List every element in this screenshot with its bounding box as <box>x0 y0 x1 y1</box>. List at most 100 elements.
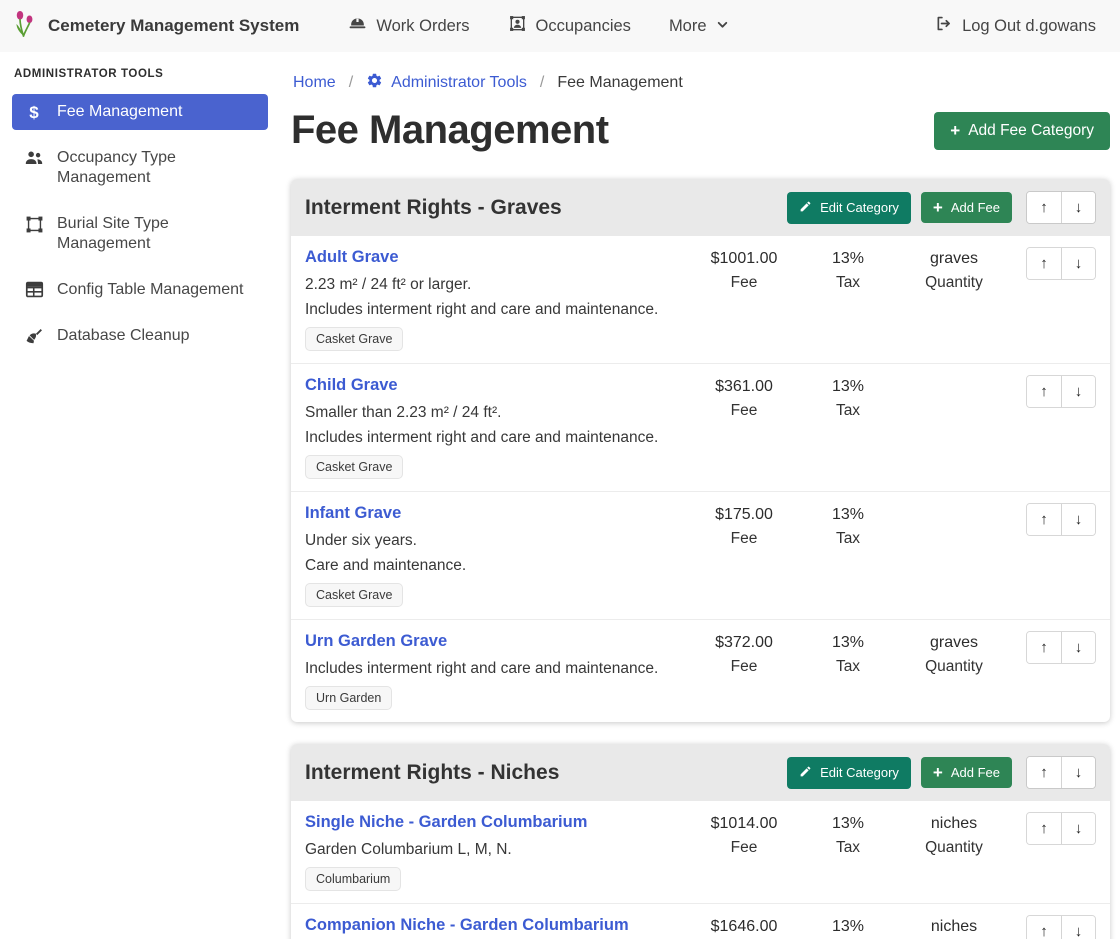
move-category-up-button[interactable]: ↑ <box>1027 192 1061 223</box>
fee-reorder-group: ↑ ↓ <box>1026 812 1096 845</box>
move-fee-up-button[interactable]: ↑ <box>1027 248 1061 279</box>
nav-occupancies-label: Occupancies <box>535 16 631 35</box>
breadcrumb-admin-tools-link[interactable]: Administrator Tools <box>366 72 527 94</box>
fee-description: 2.23 m² / 24 ft² or larger. <box>305 276 472 293</box>
category-title: Interment Rights - Niches <box>305 760 560 784</box>
fee-row-single-niche: Single Niche - Garden Columbarium Garden… <box>291 801 1110 903</box>
sidebar-item-label: Database Cleanup <box>57 327 190 344</box>
move-fee-up-button[interactable]: ↑ <box>1027 376 1061 407</box>
fee-reorder-group: ↑ ↓ <box>1026 375 1096 408</box>
move-fee-down-button[interactable]: ↓ <box>1061 248 1095 279</box>
fee-name-link[interactable]: Single Niche - Garden Columbarium <box>305 813 588 831</box>
page-title: Fee Management <box>291 108 609 152</box>
move-fee-up-button[interactable]: ↑ <box>1027 504 1061 535</box>
add-fee-category-button[interactable]: + Add Fee Category <box>934 111 1110 150</box>
gear-icon <box>366 72 383 94</box>
category-header: Interment Rights - Graves Edit Category … <box>291 179 1110 236</box>
dollar-icon: $ <box>29 103 39 122</box>
move-category-up-button[interactable]: ↑ <box>1027 757 1061 788</box>
brand: Cemetery Management System <box>12 9 299 43</box>
table-icon <box>24 281 44 298</box>
logout-icon <box>934 14 953 38</box>
category-reorder-group: ↑ ↓ <box>1026 191 1096 224</box>
fee-reorder-group: ↑ ↓ <box>1026 503 1096 536</box>
fee-tax: 13% Tax <box>831 815 865 856</box>
fee-quantity-empty <box>898 503 1010 504</box>
app-logo-tulips-icon <box>12 9 38 43</box>
fee-reorder-group: ↑ ↓ <box>1026 631 1096 664</box>
fee-quantity: graves Quantity <box>925 634 983 675</box>
fee-reorder-group: ↑ ↓ <box>1026 915 1096 939</box>
category-reorder-group: ↑ ↓ <box>1026 756 1096 789</box>
users-icon <box>24 149 44 167</box>
fee-row-urn-garden-grave: Urn Garden Grave Includes interment righ… <box>291 619 1110 722</box>
move-category-down-button[interactable]: ↓ <box>1061 192 1095 223</box>
logout-link[interactable]: Log Out d.gowans <box>934 14 1096 38</box>
nav-more[interactable]: More <box>669 17 729 36</box>
sidebar-item-fee-management[interactable]: $ Fee Management <box>12 94 268 130</box>
plus-icon: + <box>932 763 943 782</box>
nav-work-orders[interactable]: Work Orders <box>348 14 470 38</box>
sidebar: ADMINISTRATOR TOOLS $ Fee Management Occ… <box>0 52 280 364</box>
nav-work-orders-label: Work Orders <box>376 16 470 35</box>
burial-type-badge: Casket Grave <box>305 455 404 479</box>
fee-quantity: niches Quantity <box>930 918 978 935</box>
move-fee-down-button[interactable]: ↓ <box>1061 916 1095 939</box>
fee-name-link[interactable]: Infant Grave <box>305 504 402 522</box>
fee-reorder-group: ↑ ↓ <box>1026 247 1096 280</box>
chevron-down-icon <box>716 17 729 36</box>
sidebar-item-database-cleanup[interactable]: Database Cleanup <box>12 318 268 354</box>
move-fee-down-button[interactable]: ↓ <box>1061 632 1095 663</box>
move-fee-down-button[interactable]: ↓ <box>1061 376 1095 407</box>
fee-name-link[interactable]: Child Grave <box>305 376 398 394</box>
plus-icon: + <box>932 198 943 217</box>
sidebar-item-config-table-management[interactable]: Config Table Management <box>12 272 268 308</box>
edit-category-button[interactable]: Edit Category <box>787 191 911 224</box>
fee-quantity: graves Quantity <box>925 250 983 291</box>
category-card-niches: Interment Rights - Niches Edit Category … <box>291 744 1110 939</box>
fee-amount: $1014.00 Fee <box>710 815 778 856</box>
fee-tax: 13% Tax <box>831 918 865 935</box>
sidebar-item-burial-site-type-management[interactable]: Burial Site Type Management <box>12 206 268 262</box>
breadcrumb-current: Fee Management <box>557 74 683 91</box>
fee-quantity-empty <box>898 375 1010 376</box>
fee-description: Care and maintenance. <box>305 557 467 574</box>
logout-label: Log Out d.gowans <box>962 16 1096 35</box>
move-category-down-button[interactable]: ↓ <box>1061 757 1095 788</box>
nav-occupancies[interactable]: Occupancies <box>508 14 631 38</box>
sidebar-item-label: Occupancy Type Management <box>57 149 176 186</box>
vector-square-icon <box>24 215 44 234</box>
fee-row-adult-grave: Adult Grave 2.23 m² / 24 ft² or larger. … <box>291 236 1110 363</box>
framed-user-icon <box>508 14 527 38</box>
fee-row-companion-niche: Companion Niche - Garden Columbarium Gar… <box>291 903 1110 939</box>
sidebar-item-label: Config Table Management <box>57 281 244 298</box>
fee-tax: 13% Tax <box>831 378 865 419</box>
fee-description: Garden Columbarium L, M, N. <box>305 841 512 858</box>
move-fee-up-button[interactable]: ↑ <box>1027 632 1061 663</box>
move-fee-down-button[interactable]: ↓ <box>1061 504 1095 535</box>
breadcrumb-home-link[interactable]: Home <box>293 74 336 91</box>
edit-category-button[interactable]: Edit Category <box>787 756 911 789</box>
sidebar-item-occupancy-type-management[interactable]: Occupancy Type Management <box>12 140 268 196</box>
category-header: Interment Rights - Niches Edit Category … <box>291 744 1110 801</box>
fee-name-link[interactable]: Companion Niche - Garden Columbarium <box>305 916 629 934</box>
fee-name-link[interactable]: Urn Garden Grave <box>305 632 448 650</box>
nav-more-label: More <box>668 16 707 35</box>
move-fee-up-button[interactable]: ↑ <box>1027 813 1061 844</box>
move-fee-down-button[interactable]: ↓ <box>1061 813 1095 844</box>
fee-amount: $372.00 Fee <box>715 634 773 675</box>
plus-icon: + <box>950 121 961 140</box>
fee-description: Includes interment right and care and ma… <box>305 429 659 446</box>
fee-name-link[interactable]: Adult Grave <box>305 248 399 266</box>
category-title: Interment Rights - Graves <box>305 195 562 219</box>
burial-type-badge: Casket Grave <box>305 583 404 607</box>
burial-type-badge: Urn Garden <box>305 686 393 710</box>
navbar: Cemetery Management System Work Orders O… <box>0 0 1120 52</box>
move-fee-up-button[interactable]: ↑ <box>1027 916 1061 939</box>
add-fee-button[interactable]: + Add Fee <box>920 757 1012 788</box>
main-content: Home / Administrator Tools / Fee Managem… <box>280 52 1120 939</box>
fee-amount: $1646.00 Fee <box>710 918 778 935</box>
add-fee-button[interactable]: + Add Fee <box>920 192 1012 223</box>
fee-row-child-grave: Child Grave Smaller than 2.23 m² / 24 ft… <box>291 363 1110 491</box>
pencil-icon <box>799 765 812 781</box>
